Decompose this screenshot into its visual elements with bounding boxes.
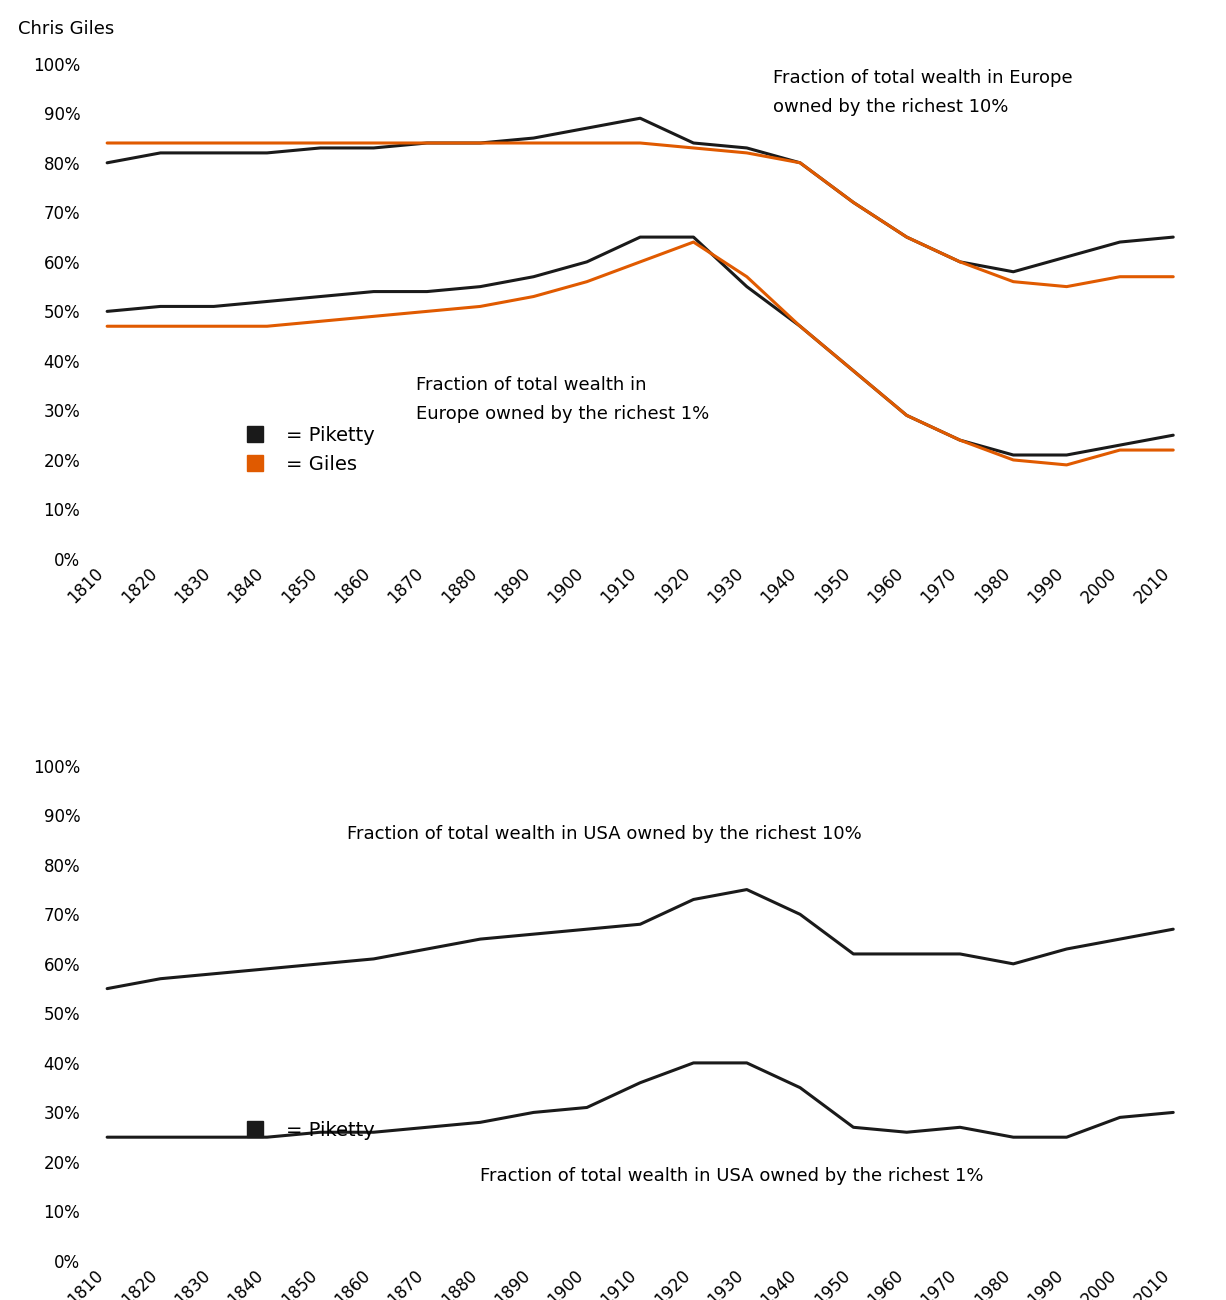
Text: Fraction of total wealth in: Fraction of total wealth in (417, 376, 647, 394)
Text: Fraction of total wealth in USA owned by the richest 10%: Fraction of total wealth in USA owned by… (347, 826, 862, 844)
Text: owned by the richest 10%: owned by the richest 10% (774, 99, 1009, 117)
Legend: = Piketty: = Piketty (228, 1113, 383, 1148)
Text: Chris Giles: Chris Giles (18, 20, 115, 38)
Legend: = Piketty, = Giles: = Piketty, = Giles (228, 419, 383, 482)
Text: Europe owned by the richest 1%: Europe owned by the richest 1% (417, 406, 710, 424)
Text: Fraction of total wealth in Europe: Fraction of total wealth in Europe (774, 69, 1073, 87)
Text: Fraction of total wealth in USA owned by the richest 1%: Fraction of total wealth in USA owned by… (481, 1167, 983, 1184)
